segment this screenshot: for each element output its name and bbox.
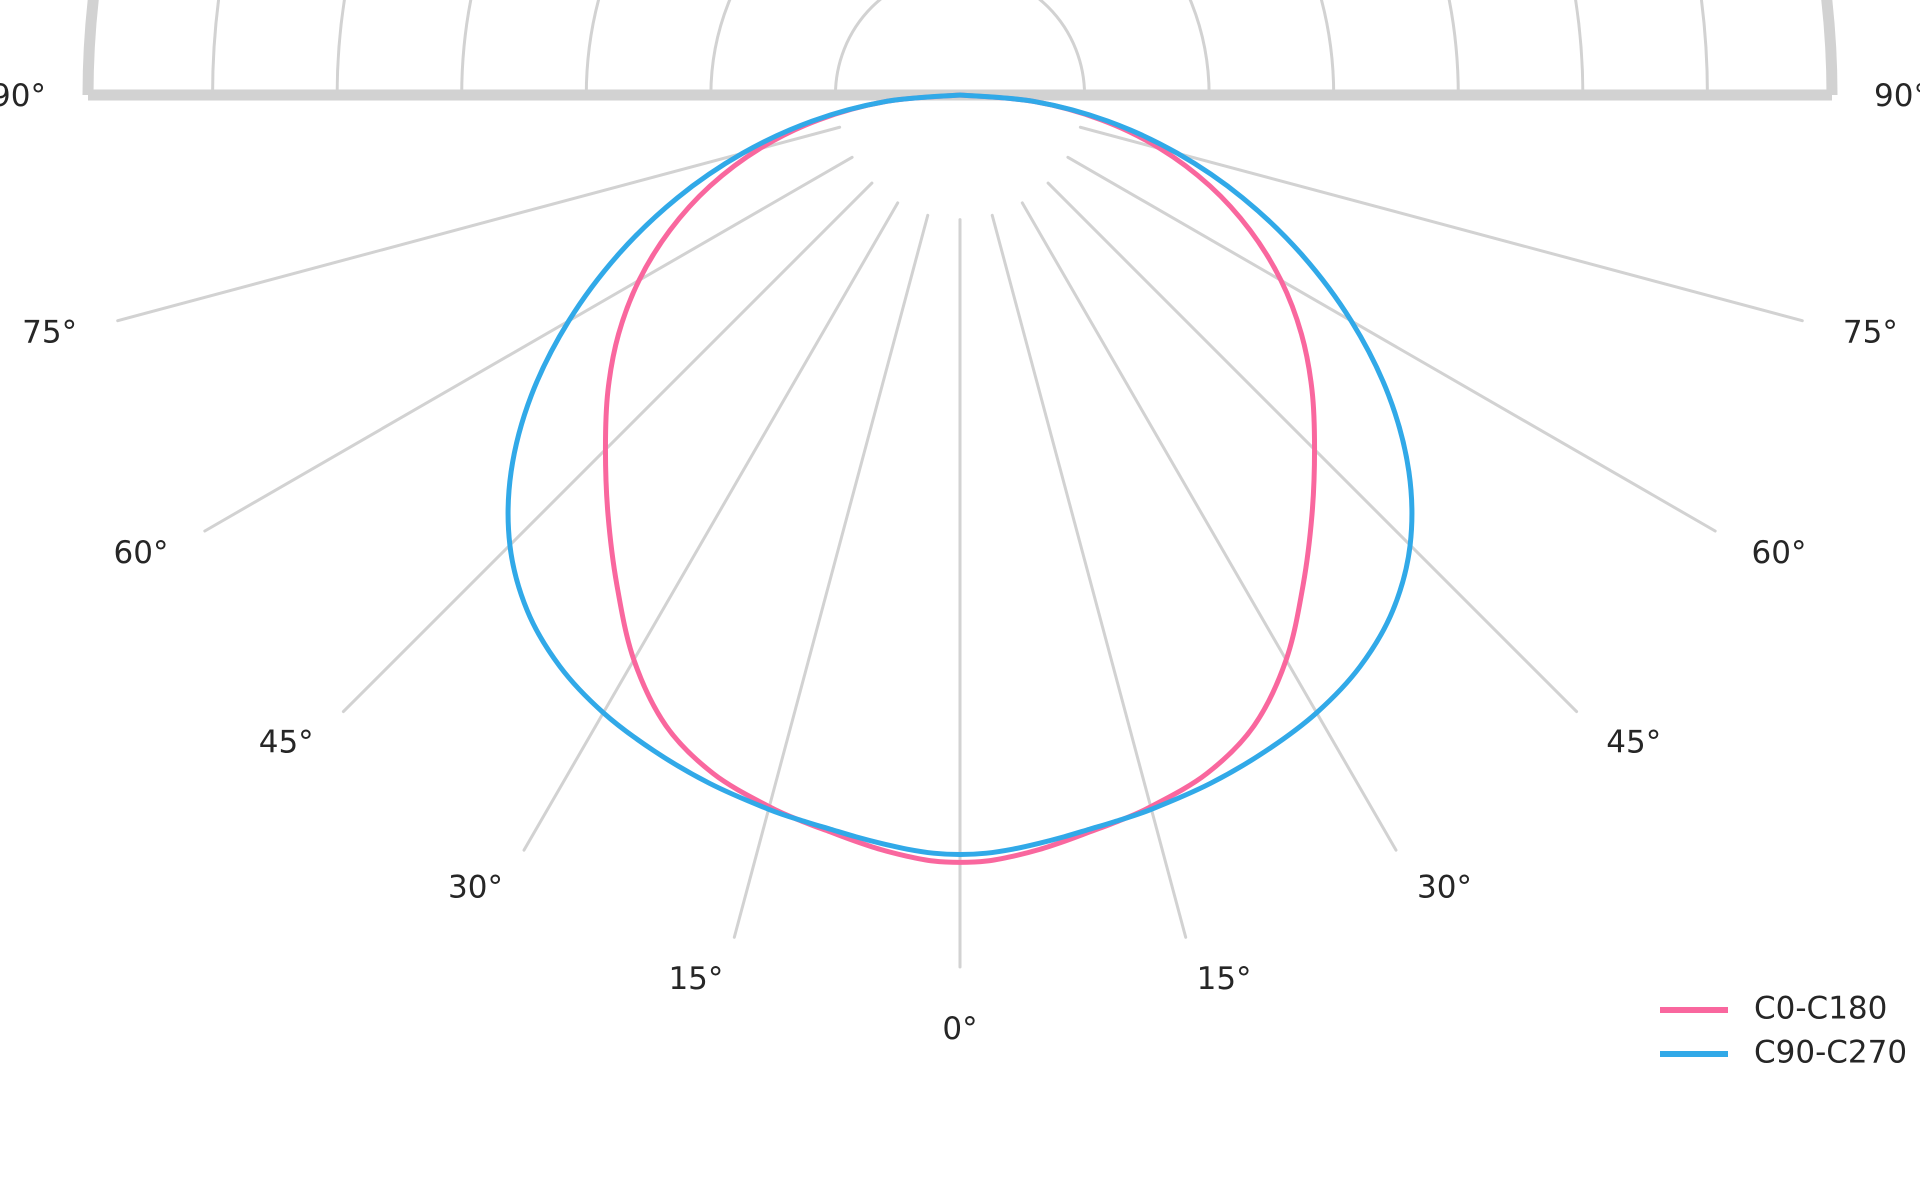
grid-ring-arc	[460, 0, 1460, 97]
grid-spoke	[990, 213, 1188, 939]
axis-label-right-0: 90°	[1874, 78, 1920, 114]
axis-label-left-4: 30°	[448, 870, 503, 906]
grid-ring-arc	[584, 0, 1336, 97]
grid-outer-arc	[82, 0, 1838, 96]
axis-labels: 90° 75° 60° 45° 30° 15° 90° 75° 60° 45° 30° 15° 0°	[0, 78, 1920, 1047]
grid-spoke	[116, 125, 842, 323]
chart-legend: C0-C180 C90-C270	[1660, 991, 1907, 1071]
grid-spoke	[522, 201, 900, 852]
grid-spoke	[1066, 155, 1717, 533]
axis-label-left-3: 45°	[259, 724, 314, 760]
axis-label-left-1: 75°	[22, 315, 77, 351]
grid-spoke	[732, 213, 930, 939]
axis-label-left-0: 90°	[0, 78, 46, 114]
curve-c90-c270	[505, 92, 1415, 858]
grid-ring-arc	[709, 0, 1211, 97]
distribution-curves	[505, 92, 1415, 865]
polar-grid	[82, 0, 1838, 969]
grid-ring-arc	[211, 0, 1709, 97]
legend-label-1: C90-C270	[1754, 1035, 1907, 1071]
axis-label-right-5: 15°	[1197, 961, 1252, 997]
axis-label-right-4: 30°	[1417, 870, 1472, 906]
axis-label-right-1: 75°	[1843, 315, 1898, 351]
axis-label-right-2: 60°	[1752, 535, 1807, 571]
grid-spoke	[1020, 201, 1398, 852]
curve-c0-c180	[602, 92, 1318, 865]
axis-label-left-2: 60°	[114, 535, 169, 571]
grid-ring-arc	[833, 0, 1087, 97]
grid-ring-arc	[335, 0, 1585, 97]
axis-label-center: 0°	[942, 1011, 977, 1047]
legend-label-0: C0-C180	[1754, 991, 1887, 1027]
axis-label-left-5: 15°	[668, 961, 723, 997]
axis-label-right-3: 45°	[1606, 724, 1661, 760]
grid-spoke	[203, 155, 854, 533]
grid-spoke	[1078, 125, 1804, 323]
